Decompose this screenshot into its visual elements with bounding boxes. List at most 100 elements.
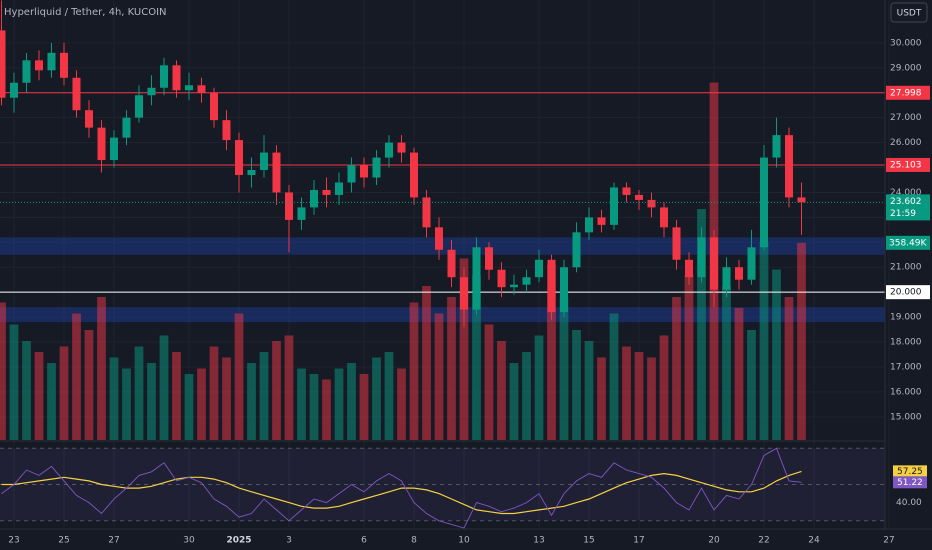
volume-bar: [409, 302, 419, 440]
candle-body: [497, 269, 506, 288]
level-label: 27.998: [890, 88, 922, 98]
volume-bar: [134, 346, 144, 440]
y-tick-label: 15.000: [890, 412, 922, 422]
volume-bar: [472, 275, 481, 440]
level-label-box: [886, 285, 930, 300]
volume-bar: [459, 258, 469, 440]
candle-body: [572, 232, 581, 268]
candle-body: [397, 142, 406, 153]
volume-bar: [22, 341, 31, 440]
candle-body: [222, 120, 231, 141]
candle-body: [747, 247, 756, 280]
volume-bar: [584, 341, 594, 440]
volume-bar: [722, 286, 731, 440]
volume-bar: [247, 363, 256, 440]
volume-bar: [84, 330, 94, 440]
rsi-label-box: [893, 476, 927, 489]
volume-bar: [209, 346, 219, 440]
candle-body: [85, 110, 93, 128]
volume-bar: [72, 313, 81, 440]
candle-body: [685, 259, 693, 278]
volume-bar: [734, 308, 744, 440]
volume-bar: [297, 368, 306, 440]
last-price-box: [886, 194, 930, 221]
volume-bar: [9, 324, 19, 440]
candle-body: [560, 267, 568, 313]
volume-bar: [784, 297, 794, 440]
candle-body: [122, 117, 131, 138]
rsi-ma-line: [1, 470, 802, 515]
candle-body: [410, 152, 418, 198]
volume-bar: [372, 357, 381, 440]
candle-body: [597, 217, 606, 225]
volume-bar: [659, 335, 669, 440]
candle-body: [47, 52, 56, 71]
volume-bar: [109, 357, 119, 440]
candle-body: [735, 267, 743, 280]
candle-body: [535, 259, 543, 278]
candle-body: [360, 165, 368, 178]
volume-bar: [259, 352, 269, 440]
y-tick-label: 18.000: [890, 338, 922, 348]
rsi-value-label: 51.22: [897, 478, 923, 488]
volume-bar: [147, 363, 156, 440]
candle-body: [347, 165, 356, 183]
rsi-line: [1, 447, 802, 529]
plot-layer: [0, 0, 890, 529]
candle-body: [185, 85, 193, 91]
volume-bar: [747, 330, 756, 440]
x-tick-label: 13: [533, 536, 544, 546]
level-label-box: [886, 157, 930, 172]
y-tick-label: 26.000: [890, 138, 922, 148]
candle-body: [772, 135, 781, 158]
y-tick-label: 27.000: [890, 113, 922, 123]
candle-body: [760, 157, 768, 248]
volume-bar: [184, 374, 194, 440]
volume-bar: [197, 368, 206, 440]
candle-body: [722, 267, 731, 290]
volume-bar: [697, 209, 706, 440]
candle-body: [785, 135, 793, 198]
volume-bar: [172, 352, 181, 440]
volume-bar: [272, 341, 281, 440]
currency-button[interactable]: [890, 2, 928, 23]
candle-body: [672, 227, 681, 260]
rsi-tick-label: 40.00: [896, 498, 922, 508]
y-tick-label: 19.000: [890, 313, 922, 323]
volume-bar: [634, 352, 644, 440]
volume-bar: [322, 379, 331, 440]
volume-bar: [622, 346, 631, 440]
candle-body: [72, 77, 81, 111]
x-tick-label: 30: [183, 536, 195, 546]
candle-body: [697, 237, 706, 278]
volume-bar: [547, 264, 556, 440]
candle-body: [0, 30, 6, 98]
candle-body: [585, 217, 593, 233]
volume-bar: [772, 269, 781, 440]
y-tick-label: 24.000: [890, 188, 922, 198]
x-tick-label: 2025: [226, 536, 251, 546]
volume-bar: [684, 275, 694, 440]
volume-bar: [509, 363, 519, 440]
volume-bar: [609, 313, 619, 440]
volume-bar: [484, 324, 494, 440]
volume-bar: [334, 368, 344, 440]
candle-body: [297, 207, 306, 220]
candle-body: [22, 60, 31, 83]
volume-bar: [434, 313, 444, 440]
volume-bar: [159, 335, 169, 440]
candle-body: [422, 197, 431, 228]
volume-bar: [347, 363, 356, 440]
candle-body: [60, 52, 68, 78]
volume-bar: [497, 341, 506, 440]
volume-bar: [284, 335, 294, 440]
candle-body: [797, 197, 806, 203]
candle-body: [435, 227, 443, 250]
x-tick-label: 15: [583, 536, 594, 546]
currency-label: USDT: [897, 9, 922, 19]
volume-bar: [0, 302, 6, 440]
volume-bar: [359, 374, 369, 440]
volume-bar: [222, 357, 231, 440]
